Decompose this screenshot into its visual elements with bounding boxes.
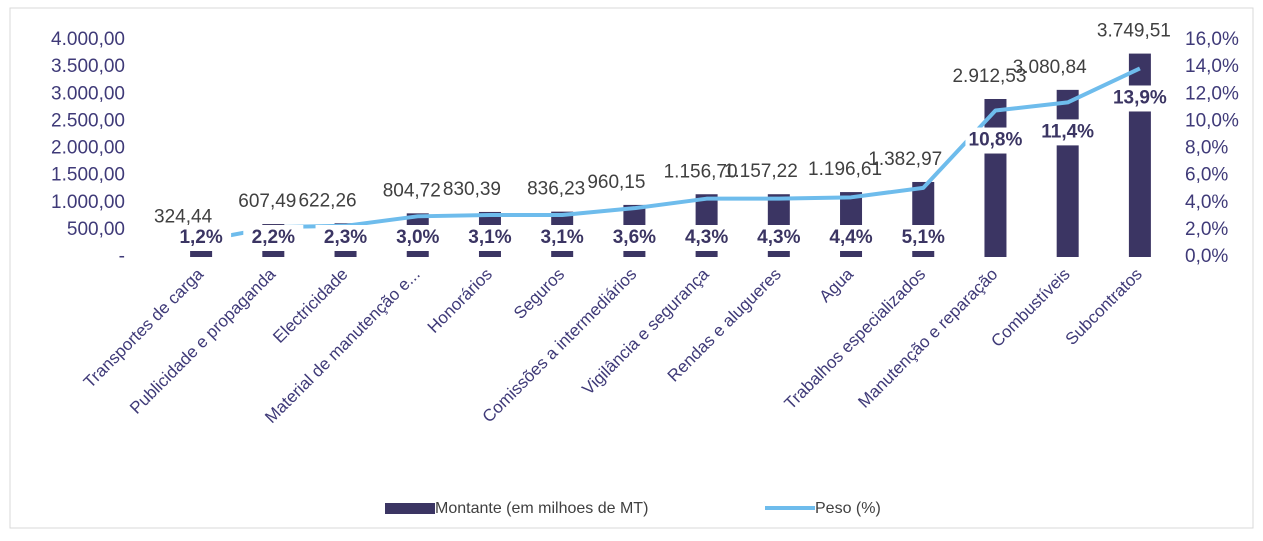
- bar-value-label: 804,72: [383, 180, 441, 201]
- y2-tick-label: 2,0%: [1185, 219, 1228, 240]
- line-value-label: 3,6%: [613, 227, 656, 248]
- bar: [1056, 89, 1079, 257]
- chart-border: [9, 7, 1254, 529]
- line-value-label: 10,8%: [969, 130, 1023, 151]
- y2-tick-label: 6,0%: [1185, 165, 1228, 186]
- y2-tick-label: 10,0%: [1185, 110, 1239, 131]
- y-tick-label: 2.000,00: [51, 138, 125, 159]
- value-label-bg: [1037, 119, 1098, 146]
- line-value-label: 4,3%: [685, 227, 728, 248]
- line-value-label: 3,0%: [396, 227, 439, 248]
- value-label-bg: [604, 225, 665, 251]
- y-tick-label: 2.500,00: [51, 110, 125, 131]
- line-value-label: 3,1%: [468, 227, 511, 248]
- bar: [984, 98, 1007, 258]
- value-label-bg: [748, 225, 809, 251]
- line-value-label: 2,2%: [252, 227, 295, 248]
- y2-tick-label: 12,0%: [1185, 83, 1239, 104]
- line-value-label: 1,2%: [179, 227, 222, 248]
- value-label-bg: [1109, 85, 1170, 112]
- y2-tick-label: 8,0%: [1185, 138, 1228, 159]
- y-tick-label: 4.000,00: [51, 29, 125, 50]
- legend-swatch: [385, 503, 435, 514]
- y-tick-label: 3.500,00: [51, 56, 125, 77]
- legend-label: Peso (%): [815, 500, 881, 517]
- value-label-bg: [387, 225, 448, 251]
- bar-value-label: 1.382,97: [868, 149, 942, 170]
- value-label-bg: [171, 225, 232, 251]
- line-value-label: 2,3%: [324, 227, 367, 248]
- bar-value-label: 3.749,51: [1097, 21, 1171, 42]
- legend-label: Montante (em milhoes de MT): [435, 500, 648, 517]
- line-value-label: 11,4%: [1041, 121, 1094, 142]
- line-value-label: 4,3%: [757, 227, 800, 248]
- y2-tick-label: 0,0%: [1185, 246, 1228, 267]
- y-tick-label: 3.000,00: [51, 83, 125, 104]
- bar-value-label: 324,44: [154, 206, 213, 227]
- value-label-bg: [243, 225, 304, 251]
- value-label-bg: [315, 225, 376, 251]
- y2-tick-label: 16,0%: [1185, 29, 1239, 50]
- bar-value-label: 622,26: [298, 190, 356, 211]
- bar-value-label: 3.080,84: [1013, 57, 1087, 78]
- value-label-bg: [893, 225, 954, 251]
- y-tick-label: 1.000,00: [51, 192, 125, 213]
- bar-value-label: 1.156,70: [664, 161, 738, 182]
- value-label-bg: [459, 225, 520, 251]
- value-label-bg: [676, 225, 737, 251]
- bar: [1128, 53, 1151, 257]
- line-value-label: 5,1%: [902, 227, 945, 248]
- bar-value-label: 836,23: [527, 179, 585, 200]
- bar-value-label: 2.912,53: [952, 66, 1026, 87]
- bar-value-label: 1.196,61: [808, 159, 882, 180]
- y2-tick-label: 14,0%: [1185, 56, 1239, 77]
- line-value-label: 13,9%: [1113, 87, 1167, 108]
- y-tick-label: -: [119, 246, 125, 267]
- bar-value-label: 830,39: [443, 179, 501, 200]
- line: [200, 66, 1141, 243]
- value-label-bg: [821, 225, 882, 251]
- y-tick-label: 500,00: [67, 219, 125, 240]
- value-label-bg: [965, 127, 1026, 154]
- bar-value-label: 607,49: [238, 191, 296, 212]
- y2-tick-label: 4,0%: [1185, 192, 1228, 213]
- bar-value-label: 1.157,22: [724, 161, 798, 182]
- line-value-label: 4,4%: [829, 227, 872, 248]
- bar-value-label: 960,15: [587, 172, 645, 193]
- y-tick-label: 1.500,00: [51, 165, 125, 186]
- value-label-bg: [532, 225, 593, 251]
- line-value-label: 3,1%: [541, 227, 584, 248]
